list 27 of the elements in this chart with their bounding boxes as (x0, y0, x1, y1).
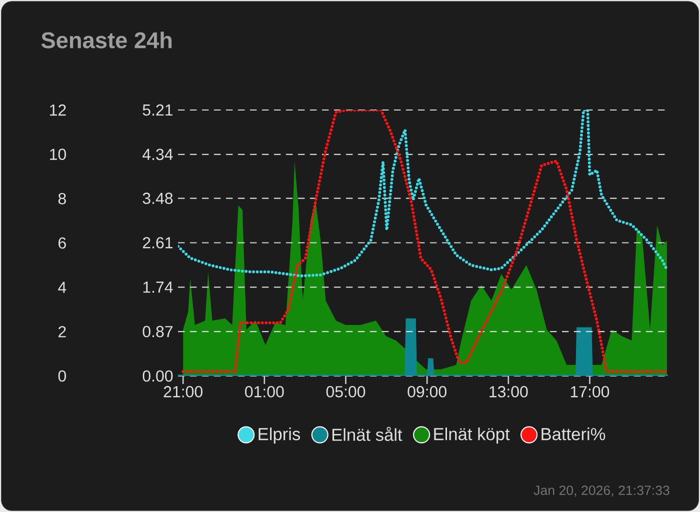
y-tick-label: 2 (58, 326, 66, 338)
x-tick-label: 01:00 (245, 386, 284, 398)
chart-title: Senaste 24h (41, 32, 172, 48)
x-tick-label: 05:00 (326, 386, 366, 398)
legend-label: Elpris (258, 428, 300, 444)
y-tick-label: 6 (58, 237, 66, 249)
y2-tick-label: 3.48 (142, 192, 173, 204)
legend-label: Elnät köpt (434, 428, 510, 444)
y-tick-label: 8 (58, 193, 66, 204)
x-tick-label: 17:00 (570, 386, 610, 398)
y2-tick-label: 1.74 (143, 282, 173, 293)
x-tick-label: 13:00 (490, 386, 528, 398)
legend-label: Elnät sålt (332, 426, 402, 441)
x-tick-label: 09:00 (408, 386, 446, 398)
y2-tick-label: 2.61 (142, 237, 173, 248)
y-tick-label: 4 (58, 282, 66, 293)
legend-label: Batteri% (542, 428, 606, 440)
y2-tick-label: 0.87 (142, 326, 172, 338)
x-tick-label: 21:00 (164, 386, 202, 398)
y2-tick-label: 4.34 (142, 148, 173, 160)
y-tick-label: 12 (50, 104, 66, 116)
text: Jan 20, 2026, 21:37:33 (534, 486, 670, 497)
y-tick-label: 0 (58, 370, 66, 382)
y-tick-label: 10 (50, 148, 66, 160)
y2-tick-label: 5.21 (142, 104, 173, 116)
line-series (178, 110, 668, 278)
y2-tick-label: 0.00 (142, 370, 173, 382)
